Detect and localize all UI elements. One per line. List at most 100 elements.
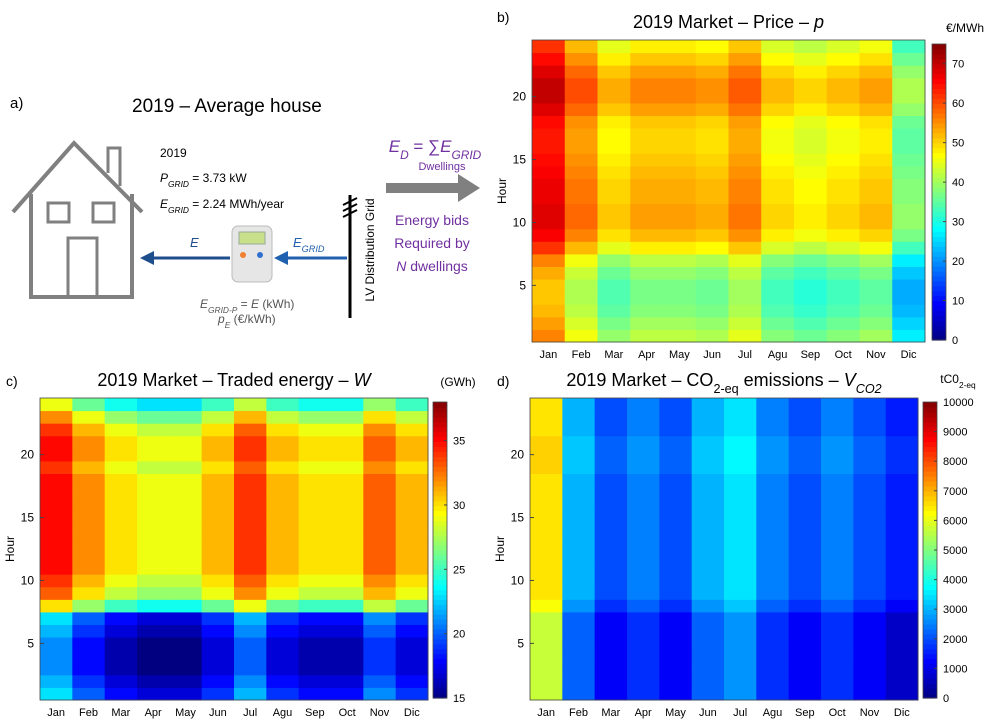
heat-cell xyxy=(630,279,664,293)
heat-cell xyxy=(530,662,563,676)
heat-cell xyxy=(788,410,822,424)
heat-cell xyxy=(40,561,73,575)
colorbar-slice xyxy=(923,579,937,586)
heat-cell xyxy=(564,253,598,267)
heat-cell xyxy=(761,52,795,66)
heat-cell xyxy=(826,178,860,192)
colorbar-slice xyxy=(433,485,447,492)
x-tick-label: Dic xyxy=(901,349,917,361)
x-tick-label: Jun xyxy=(699,707,717,719)
heat-cell xyxy=(298,611,332,625)
heat-cell xyxy=(724,549,757,563)
colorbar-slice xyxy=(923,643,937,650)
heat-cell xyxy=(594,536,628,550)
heat-cell xyxy=(627,423,660,437)
heat-cell xyxy=(363,599,397,613)
heat-cell xyxy=(395,574,429,588)
heat-cell xyxy=(532,153,566,167)
heat-cell xyxy=(363,574,397,588)
heat-cell xyxy=(627,599,660,613)
heat-cell xyxy=(695,291,729,305)
heat-cell xyxy=(756,410,790,424)
y-tick-label: 15 xyxy=(511,511,525,525)
heat-cell xyxy=(794,316,828,330)
colorbar-slice xyxy=(932,137,946,144)
heat-cell xyxy=(788,486,822,500)
heat-cell xyxy=(859,65,893,79)
x-tick-label: Sep xyxy=(305,707,325,719)
colorbar-slice xyxy=(923,500,937,507)
heat-cell xyxy=(821,511,854,525)
heat-cell xyxy=(659,460,693,474)
heat-cell xyxy=(363,473,397,487)
colorbar-slice xyxy=(923,545,937,551)
heat-cell xyxy=(794,153,828,167)
heat-cell xyxy=(562,637,596,651)
x-tick-label: Oct xyxy=(339,707,356,719)
heat-cell xyxy=(40,498,73,512)
heat-cell xyxy=(201,423,235,437)
heat-cell xyxy=(794,279,828,293)
heat-cell xyxy=(201,599,235,613)
heat-cell xyxy=(298,574,332,588)
heat-cell xyxy=(331,611,364,625)
heat-cell xyxy=(892,140,926,154)
heat-cell xyxy=(104,523,138,537)
colorbar-slice xyxy=(923,569,937,576)
y-axis-label: Hour xyxy=(3,536,17,562)
heat-cell xyxy=(169,599,203,613)
heat-cell xyxy=(530,448,563,462)
heat-cell xyxy=(756,435,790,449)
colorbar-slice xyxy=(932,147,946,154)
heat-cell xyxy=(724,473,757,487)
heat-cell xyxy=(594,423,628,437)
colorbar-slice xyxy=(923,411,937,418)
heat-cell xyxy=(298,687,332,701)
colorbar-slice xyxy=(923,638,937,645)
heat-cell xyxy=(728,165,762,179)
heat-cell xyxy=(630,102,664,116)
heat-cell xyxy=(627,398,660,412)
heat-cell xyxy=(794,90,828,104)
x-tick-label: Jan xyxy=(537,707,555,719)
heat-cell xyxy=(137,674,170,688)
heat-cell xyxy=(104,398,138,412)
heat-cell xyxy=(331,674,364,688)
heat-cell xyxy=(892,102,926,116)
colorbar-slice xyxy=(923,594,937,600)
heat-cell xyxy=(562,649,596,663)
heat-cell xyxy=(72,523,106,537)
heat-cell xyxy=(788,549,822,563)
colorbar-slice xyxy=(923,525,937,531)
heat-cell xyxy=(885,549,919,563)
heat-cell xyxy=(756,448,790,462)
heat-cell xyxy=(885,473,919,487)
heat-cell xyxy=(266,624,300,638)
heat-cell xyxy=(630,291,664,305)
heat-cell xyxy=(663,77,697,91)
heat-cell xyxy=(821,410,854,424)
colorbar-slice xyxy=(932,251,946,257)
heat-cell xyxy=(363,637,397,651)
heat-cell xyxy=(821,498,854,512)
heat-cell xyxy=(201,662,235,676)
heat-cell xyxy=(826,241,860,255)
colorbar-label: tC02-eq xyxy=(940,372,976,390)
heat-cell xyxy=(788,523,822,537)
heat-cell xyxy=(562,473,596,487)
heat-cell xyxy=(331,599,364,613)
heat-cell xyxy=(821,662,854,676)
heat-cell xyxy=(104,410,138,424)
colorbar-tick-label: 1000 xyxy=(943,663,967,675)
colorbar-slice xyxy=(932,88,946,94)
heat-cell xyxy=(234,561,267,575)
heat-cell xyxy=(826,316,860,330)
heat-cell xyxy=(564,228,598,242)
colorbar-slice xyxy=(932,196,946,203)
heat-cell xyxy=(859,90,893,104)
heat-cell xyxy=(663,304,697,318)
colorbar-slice xyxy=(923,648,937,655)
colorbar-slice xyxy=(433,476,447,482)
colorbar-slice xyxy=(932,290,946,297)
colorbar-slice xyxy=(923,619,937,625)
